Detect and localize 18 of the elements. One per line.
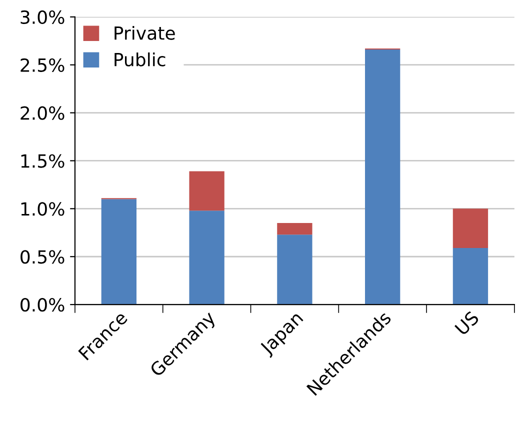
bar bbox=[189, 171, 224, 211]
bar bbox=[452, 208, 488, 248]
x-tick-label: US bbox=[454, 310, 480, 336]
legend-label: Private bbox=[114, 26, 175, 40]
bar bbox=[277, 234, 312, 305]
y-tick-label: 0.0% bbox=[20, 298, 64, 312]
y-tick-label: 2.5% bbox=[20, 58, 64, 72]
bar bbox=[452, 248, 488, 305]
y-tick-label: 1.5% bbox=[21, 154, 64, 168]
y-tick-label: 0.5% bbox=[20, 250, 64, 264]
bar bbox=[101, 199, 136, 305]
legend-label: Public bbox=[114, 52, 166, 66]
y-tick-label: 2.0% bbox=[20, 106, 64, 120]
bar bbox=[365, 50, 400, 305]
y-tick-label: 1.0% bbox=[21, 202, 64, 216]
bar bbox=[189, 210, 224, 305]
y-tick-label: 3.0% bbox=[20, 10, 64, 24]
bar bbox=[277, 223, 312, 235]
